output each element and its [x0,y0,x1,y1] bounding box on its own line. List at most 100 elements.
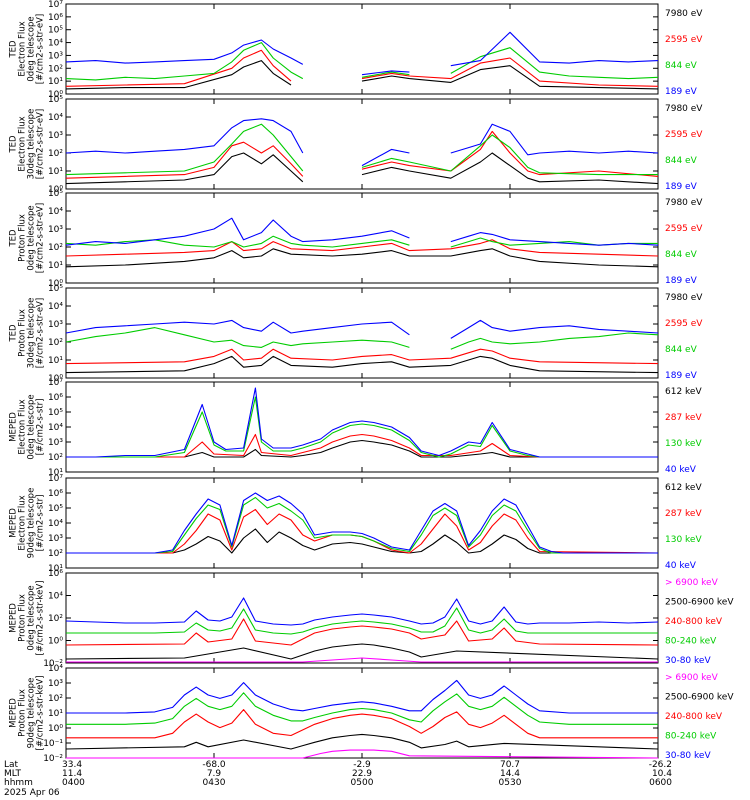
y-axis-label-line: Electron Flux [18,21,28,76]
y-axis-label-line: Proton Flux [18,594,28,642]
y-tick-label: 10¹ [48,261,63,271]
x-tick-label-lat: -26.2 [649,760,672,770]
panel-frame [65,3,659,95]
y-tick-label: 10⁴ [48,39,63,49]
series-line-7980-ev [65,60,659,90]
panel-frame [65,287,659,379]
x-tick-label-hhmm: 0600 [649,778,672,788]
panel-frame [65,192,659,284]
y-axis-label-line: Electron Flux [18,399,28,454]
x-tick-label-mlt: 7.9 [207,769,222,779]
legend-entry: 7980 eV [665,293,703,303]
legend-entry: > 6900 keV [665,578,719,588]
y-tick-label: 10⁶ [48,489,63,499]
y-axis-label-line: MEPED [9,412,19,442]
legend-entry: 130 keV [665,439,702,449]
y-tick-label: 10⁷ [48,474,63,484]
series-line-240-800-kev [66,709,658,739]
y-tick-label: 10⁴ [48,207,63,217]
legend-entry: 40 keV [665,465,697,475]
series-line-2595-ev [65,348,659,365]
y-tick-label: 10⁷ [48,0,63,10]
legend-entry: 2595 eV [665,130,703,140]
y-tick-label: 10⁵ [48,26,63,36]
legend-entry: 7980 eV [665,9,703,19]
y-axis-label: TED Proton Flux 0deg telescope [#/cm2-s-str… [9,203,46,273]
y-tick-label: 10³ [48,438,63,448]
y-tick-label: 10⁴ [48,592,63,602]
series-line-612-kev [66,528,658,554]
y-tick-label: 10⁴ [48,302,63,312]
legend-entry: 2595 eV [665,319,703,329]
y-tick-label: 10² [48,453,63,463]
y-tick-label: 10¹ [48,167,63,177]
panel-frame [65,381,659,473]
y-tick-label: 10⁰ [48,637,63,647]
legend-entry: 189 eV [665,182,698,192]
legend-entry: 844 eV [665,345,698,355]
y-tick-label: 10² [48,338,63,348]
series-line-130-kev [66,496,658,554]
x-tick-label-hhmm: 0400 [62,778,85,788]
legend-entry: 240-800 keV [665,712,723,722]
x-axis-row-label: Lat [4,760,19,770]
series-line-2500-6900-kev [65,643,659,660]
series-line--6900-kev [66,657,658,663]
series-line-844-ev [65,123,658,176]
y-axis-label: TED Electron Flux 0deg telescope [#/cm2-s-s… [9,14,46,84]
series-line-844-ev [65,235,658,248]
y-tick-label: 10⁴ [48,519,63,529]
y-tick-label: 10⁻¹ [43,739,63,749]
y-axis-label-line: 90deg telescope [27,678,37,749]
y-axis-label-line: 0deg telescope [27,394,37,459]
y-axis-label-line: MEPED [9,698,19,728]
y-axis-label-line: [#/cm2-s-str-eV] [36,14,46,84]
x-tick-label-lat: 70.7 [500,760,520,770]
y-tick-label: 10¹ [48,468,63,478]
x-tick-label-lat: -68.0 [202,760,226,770]
series-line-287-kev [66,433,658,458]
series-line-80-240-kev [66,607,658,635]
y-tick-label: 10² [48,243,63,253]
series-line-2500-6900-kev [65,733,659,750]
legend-entry: 844 eV [665,250,698,260]
y-axis-label-line: Proton Flux [18,214,28,262]
y-axis-label: MEPED Electron Flux 0deg telescope [#/cm2-s… [9,394,46,459]
y-axis-label: MEPED Proton Flux 90deg telescope [#/cm2-s-… [9,676,46,751]
x-tick-label-mlt: 11.4 [62,769,82,779]
y-axis-label-line: Proton Flux [18,689,28,737]
legend-entry: 7980 eV [665,104,703,114]
series-line-240-800-kev [65,618,659,646]
y-tick-label: 10⁰ [48,279,63,289]
series-line-189-ev [65,118,659,167]
y-axis-label-line: [#/cm2-s-str-eV] [36,298,46,368]
legend-entry: 844 eV [665,61,698,71]
y-tick-label: 10² [48,694,63,704]
y-tick-label: 10⁶ [48,393,63,403]
y-axis-label-line: [#/cm2-s-str-eV] [36,109,46,179]
y-axis-label-line: MEPED [9,508,19,538]
y-axis-label-line: TED [9,324,19,343]
series-line-7980-ev [65,248,659,268]
y-tick-label: 10¹ [48,709,63,719]
y-axis-label-line: 30deg telescope [27,109,37,180]
x-tick-label-mlt: 22.9 [352,769,372,779]
y-axis-label-line: [#/cm2-s-str] [36,399,46,456]
y-tick-label: 10² [48,549,63,559]
legend-entry: 80-240 keV [665,637,717,647]
y-tick-label: 10² [48,149,63,159]
x-tick-label-mlt: 14.4 [500,769,520,779]
series-line-30-80-kev [65,597,659,626]
legend-entry: 40 keV [665,561,697,571]
y-tick-label: 10⁵ [48,408,63,418]
y-axis-label-line: Proton Flux [18,309,28,357]
y-tick-label: 10⁰ [48,374,63,384]
y-tick-label: 10¹ [48,77,63,87]
legend-entry: 130 keV [665,535,702,545]
y-tick-label: 10⁴ [48,664,63,674]
series-line-189-ev [65,31,659,76]
y-tick-label: 10³ [48,679,63,689]
series-line-2595-ev [65,130,659,179]
legend-entry: 2595 eV [665,224,703,234]
